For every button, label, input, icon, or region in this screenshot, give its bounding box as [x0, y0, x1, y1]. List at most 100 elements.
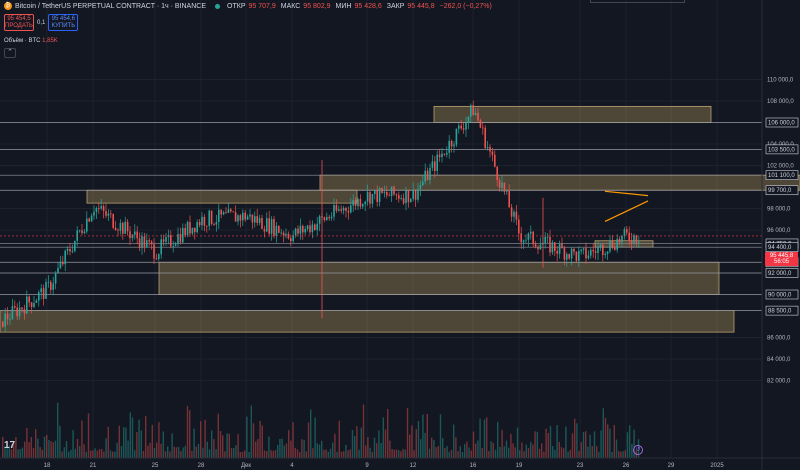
- candle: [352, 199, 354, 206]
- candle: [501, 182, 503, 188]
- candle: [218, 209, 220, 223]
- volume-bar: [613, 425, 615, 458]
- volume-bar: [32, 447, 35, 458]
- volume-bar: [536, 431, 538, 458]
- replay-icon[interactable]: ↺: [633, 445, 643, 455]
- volume-bar: [585, 431, 587, 458]
- volume-bar: [98, 449, 101, 458]
- volume-bar: [472, 431, 475, 458]
- candle: [465, 122, 467, 130]
- candle: [426, 170, 429, 181]
- candle: [244, 212, 246, 220]
- top-toolbar-box: [590, 0, 685, 3]
- volume-bar: [365, 445, 367, 458]
- candle: [580, 249, 582, 252]
- candle: [35, 300, 38, 304]
- volume-bar: [538, 448, 541, 458]
- volume-bar: [395, 449, 398, 458]
- volume-bar: [532, 444, 534, 458]
- volume-bar: [261, 425, 263, 458]
- candle: [290, 238, 292, 242]
- chevron-up-icon[interactable]: ⌃: [4, 48, 16, 58]
- volume-bar: [602, 408, 604, 458]
- level-price-label: 103 500,0: [768, 147, 795, 153]
- candle: [402, 198, 405, 204]
- candle: [21, 307, 23, 310]
- volume-bar: [373, 437, 376, 458]
- tradingview-logo-icon[interactable]: 17: [4, 440, 16, 451]
- sell-button[interactable]: 95 454,5 ПРОДАТЬ: [4, 14, 34, 31]
- candle: [333, 205, 335, 217]
- candle: [602, 244, 604, 256]
- x-tick-label: 9: [365, 463, 369, 469]
- volume-bar: [442, 438, 444, 458]
- volume-bar: [217, 413, 219, 458]
- candle: [141, 236, 143, 249]
- candle: [45, 282, 47, 299]
- candle: [462, 128, 465, 130]
- volume-bar: [180, 451, 182, 458]
- level-price-label: 99 700,0: [768, 188, 792, 194]
- volume-bar: [107, 426, 109, 458]
- volume-bar: [488, 450, 490, 458]
- candle: [510, 207, 513, 217]
- buy-button[interactable]: 95 454,6 КУПИТЬ: [48, 14, 79, 31]
- candle: [155, 258, 158, 260]
- volume-bar: [272, 450, 274, 458]
- candle: [400, 198, 402, 199]
- volume-bar: [145, 416, 147, 458]
- candle: [62, 261, 64, 265]
- volume-bar: [514, 447, 516, 458]
- volume-bar: [41, 449, 43, 458]
- volume-bar: [70, 449, 72, 458]
- candle: [616, 238, 618, 250]
- volume-bar: [202, 447, 204, 458]
- volume-bar: [160, 443, 162, 458]
- volume-bar: [248, 451, 250, 458]
- candle: [518, 219, 520, 234]
- symbol-title[interactable]: Bitcoin / TetherUS PERPETUAL CONTRACT · …: [15, 2, 207, 10]
- volume-bar: [409, 434, 411, 458]
- volume-bar: [519, 450, 521, 458]
- volume-bar: [307, 422, 310, 458]
- volume-bar: [83, 444, 85, 458]
- volume-bar: [79, 445, 81, 458]
- candle: [484, 127, 486, 149]
- volume-bar: [230, 448, 233, 458]
- candle: [148, 240, 150, 242]
- candle: [112, 214, 114, 228]
- volume-bar: [255, 441, 257, 458]
- volume-bar: [303, 439, 305, 458]
- volume-bar: [318, 444, 321, 458]
- candle: [95, 207, 98, 212]
- volume-bar: [274, 449, 277, 458]
- candle: [381, 188, 383, 193]
- current-price-label: 95 445,8 56:05: [765, 252, 798, 266]
- candle: [292, 235, 294, 242]
- x-tick-label: 23: [577, 463, 584, 469]
- volume-bar: [347, 450, 349, 458]
- candle: [431, 161, 434, 168]
- candle: [407, 189, 410, 203]
- volume-bar: [356, 426, 358, 458]
- candle: [424, 170, 426, 182]
- candle: [275, 225, 278, 237]
- candle: [153, 244, 155, 259]
- candle: [18, 307, 21, 317]
- candle: [158, 254, 160, 260]
- volume-bar: [178, 446, 180, 458]
- candle: [273, 219, 275, 237]
- volume-bar: [422, 414, 424, 458]
- volume-bar: [283, 445, 285, 458]
- volume-bar: [233, 447, 235, 458]
- volume-bar: [244, 450, 246, 458]
- candle: [311, 224, 314, 233]
- x-tick-label: 2025: [710, 463, 724, 469]
- candle: [448, 140, 450, 153]
- volume-bar: [61, 451, 63, 458]
- candle: [390, 186, 393, 196]
- candle: [534, 244, 537, 247]
- candle: [66, 248, 69, 251]
- candle: [350, 205, 352, 213]
